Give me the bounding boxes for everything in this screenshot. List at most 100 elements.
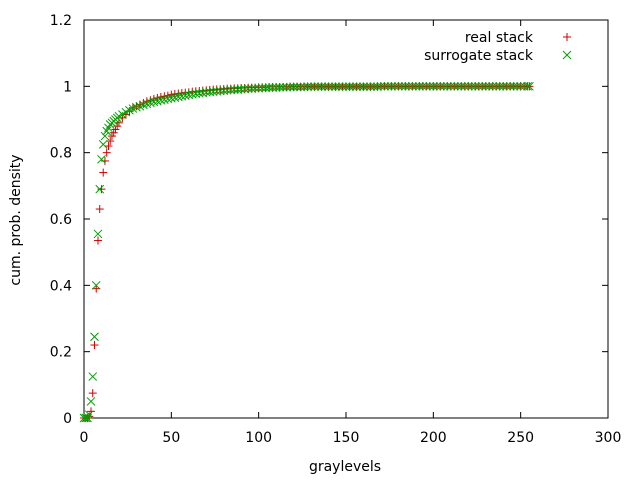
data-point [95, 184, 105, 194]
data-point [132, 102, 141, 112]
x-tick-label: 250 [507, 430, 534, 446]
data-point [439, 81, 449, 91]
x-tick-label: 200 [420, 430, 447, 446]
data-point [418, 81, 428, 91]
y-tick-label: 0.2 [50, 345, 72, 361]
data-point [88, 389, 97, 398]
data-point [233, 85, 243, 95]
data-point [509, 81, 519, 91]
data-point [404, 81, 414, 91]
data-point [516, 81, 526, 91]
data-point [99, 168, 108, 177]
x-tick-label: 50 [162, 430, 180, 446]
data-point [463, 81, 473, 91]
series-real-stack [80, 82, 534, 422]
y-axis-ticks: 0 0.2 0.4 0.6 0.8 1 1.2 [50, 13, 608, 427]
data-point [102, 148, 111, 157]
data-point [348, 82, 358, 92]
data-point [327, 82, 337, 92]
legend-label: real stack [465, 30, 534, 46]
data-point [184, 90, 194, 100]
data-point [488, 81, 498, 91]
x-axis-label: graylevels [309, 459, 381, 475]
data-point [250, 83, 260, 93]
data-point [264, 83, 274, 93]
data-point [446, 81, 456, 91]
data-point [93, 236, 102, 245]
series-surrogate-stack [79, 81, 534, 423]
data-point [215, 86, 225, 96]
data-point [88, 372, 98, 381]
legend-label: surrogate stack [424, 48, 534, 64]
data-point [456, 81, 466, 91]
data-points [79, 81, 534, 423]
data-point [90, 341, 99, 350]
data-point [338, 82, 347, 92]
data-point [139, 100, 148, 110]
data-point [271, 83, 281, 93]
data-point [93, 229, 103, 239]
data-point [484, 81, 494, 91]
data-point [408, 81, 417, 91]
data-point [159, 95, 169, 104]
data-point [95, 205, 104, 214]
data-point [292, 82, 302, 92]
data-point [289, 82, 298, 92]
data-point [502, 81, 512, 91]
data-point [149, 97, 159, 107]
legend-marker [562, 50, 572, 60]
x-tick-label: 100 [245, 430, 272, 446]
data-point [387, 81, 396, 91]
data-point [90, 332, 99, 342]
x-axis-ticks: 0 50 100 150 200 250 300 [80, 20, 621, 446]
data-point [331, 82, 340, 92]
data-point [359, 82, 368, 92]
y-tick-label: 0 [63, 411, 72, 427]
data-point [268, 83, 277, 93]
data-point [170, 93, 180, 102]
legend-marker [563, 33, 571, 41]
data-point [191, 89, 201, 98]
data-point [523, 81, 533, 91]
data-point [153, 96, 162, 106]
data-point [324, 82, 333, 92]
data-point [275, 82, 284, 92]
data-point [236, 84, 246, 94]
data-point [98, 140, 108, 149]
data-point [401, 81, 410, 91]
data-point [257, 83, 267, 93]
data-point [177, 91, 187, 101]
data-point [373, 82, 382, 92]
data-point [100, 156, 109, 165]
data-point [229, 85, 239, 95]
data-point [86, 397, 96, 406]
data-point [107, 132, 116, 141]
data-point [362, 82, 372, 92]
data-point [212, 86, 222, 96]
data-point [449, 81, 459, 91]
data-point [97, 154, 106, 164]
data-point [163, 94, 173, 104]
data-point [240, 84, 250, 94]
data-point [201, 87, 211, 97]
data-point [79, 413, 89, 423]
y-tick-label: 0.6 [50, 212, 72, 228]
data-point [243, 84, 253, 94]
data-point [113, 122, 122, 131]
data-point [369, 82, 379, 92]
data-point [142, 99, 152, 109]
data-point [415, 81, 424, 91]
data-point [166, 93, 176, 103]
data-point [376, 81, 386, 91]
x-tick-label: 150 [333, 430, 360, 446]
data-point [460, 81, 470, 91]
data-point [421, 81, 431, 91]
data-point [285, 82, 295, 92]
data-point [477, 81, 487, 91]
data-point [132, 102, 141, 111]
data-point [226, 85, 236, 95]
data-point [380, 81, 389, 91]
data-point [156, 95, 166, 105]
data-point [219, 86, 229, 95]
